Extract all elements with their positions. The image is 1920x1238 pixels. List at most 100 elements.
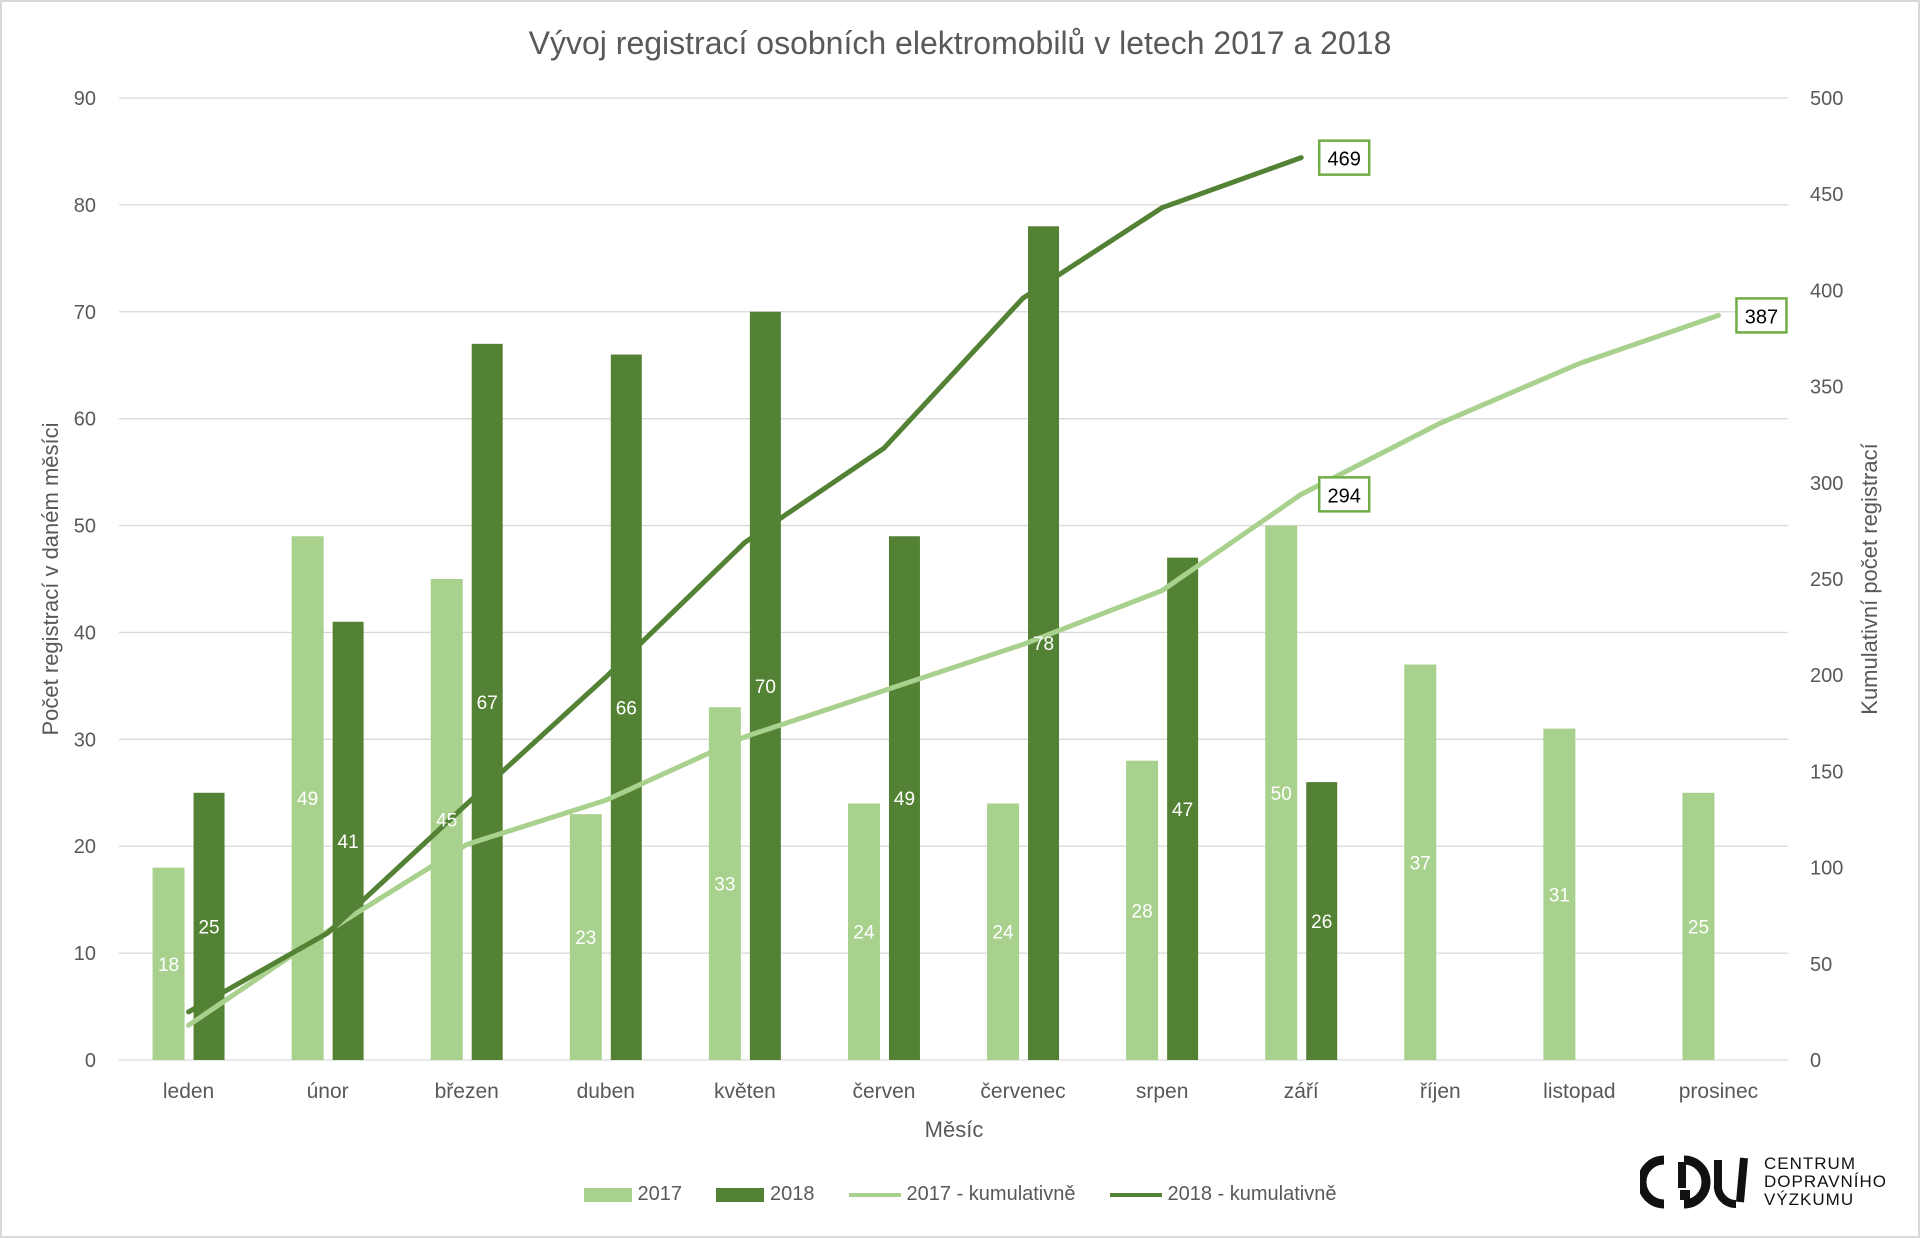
y-tick-label: 70	[74, 302, 96, 324]
bar-data-label: 26	[1311, 912, 1332, 933]
line-2018 - kumulativně	[186, 155, 1304, 1015]
y-tick-label: 0	[85, 1050, 96, 1072]
bar-2018	[749, 311, 781, 1060]
bar-2017	[1404, 664, 1437, 1060]
bar-2017	[569, 814, 602, 1060]
bar-2018	[888, 536, 920, 1060]
bar-data-label: 24	[853, 923, 875, 944]
legend-label: 2017 - kumulativně	[906, 1183, 1076, 1205]
bar-data-label: 45	[436, 811, 457, 832]
y2-tick-label: 100	[1810, 858, 1843, 880]
bar-data-label: 33	[714, 875, 735, 896]
y2-axis-title: Kumulativní počet registrací	[1857, 443, 1882, 714]
bar-data-label: 49	[894, 789, 915, 810]
chart-title: Vývoj registrací osobních elektromobilů …	[529, 25, 1392, 61]
bar-data-label: 70	[755, 677, 776, 698]
legend-item-2017: 2017	[583, 1183, 683, 1206]
bar-data-label: 23	[575, 928, 596, 949]
y2-tick-label: 350	[1810, 377, 1843, 399]
legend-swatch-2017	[583, 1187, 632, 1202]
bar-2017	[708, 707, 741, 1060]
x-tick-label: červenec	[980, 1080, 1065, 1103]
x-tick-label: červen	[852, 1080, 915, 1103]
legend-label: 2018	[770, 1183, 815, 1205]
legend-item-2017-cumulative: 2017 - kumulativně	[848, 1183, 1076, 1206]
bar-data-label: 78	[1033, 634, 1054, 655]
line-2017 - kumulativně	[186, 312, 1721, 1028]
y2-tick-label: 300	[1810, 473, 1843, 495]
bar-data-label: 67	[477, 693, 498, 714]
x-tick-label: srpen	[1136, 1080, 1189, 1103]
y-tick-label: 80	[74, 195, 96, 217]
cdv-logo-mark	[1640, 1155, 1748, 1209]
bar-2018	[1306, 782, 1338, 1060]
bar-2018	[332, 621, 364, 1060]
bar-data-label: 28	[1132, 901, 1153, 922]
x-tick-label: září	[1284, 1080, 1319, 1103]
y2-tick-label: 500	[1810, 88, 1843, 110]
x-tick-label: leden	[163, 1080, 214, 1103]
y2-tick-label: 200	[1810, 665, 1843, 687]
y2-tick-label: 150	[1810, 761, 1843, 783]
annotation-label: 294	[1328, 485, 1361, 507]
y2-tick-label: 250	[1810, 569, 1843, 591]
bar-2017	[1265, 525, 1298, 1060]
bar-data-label: 41	[338, 832, 359, 853]
x-axis-title: Měsíc	[925, 1117, 984, 1142]
bar-2017	[291, 536, 324, 1060]
logo-line: VÝZKUMU	[1764, 1190, 1855, 1209]
annotation-box	[1735, 297, 1788, 334]
bar-2017	[152, 867, 185, 1060]
y-tick-label: 30	[74, 729, 96, 751]
y-tick-label: 50	[74, 516, 96, 538]
bar-2018	[471, 343, 503, 1060]
bar-data-label: 31	[1549, 885, 1570, 906]
x-tick-label: listopad	[1543, 1080, 1615, 1103]
y2-tick-label: 0	[1810, 1050, 1821, 1072]
bar-2017	[847, 803, 880, 1060]
bar-data-label: 49	[297, 789, 318, 810]
annotation-label: 469	[1328, 149, 1361, 171]
y2-tick-label: 400	[1810, 280, 1843, 302]
cdv-logo-text: CENTRUM DOPRAVNÍHO VÝZKUMU	[1764, 1155, 1887, 1209]
y-tick-label: 10	[74, 943, 96, 965]
legend-swatch-2018	[716, 1187, 765, 1202]
x-tick-label: květen	[714, 1080, 776, 1103]
bar-data-label: 25	[198, 917, 219, 938]
x-tick-label: prosinec	[1679, 1080, 1758, 1103]
x-tick-label: březen	[435, 1080, 499, 1103]
logo-line: CENTRUM	[1764, 1154, 1856, 1173]
x-tick-label: říjen	[1420, 1080, 1461, 1103]
bar-data-label: 47	[1172, 800, 1193, 821]
legend-swatch-2017-cumulative	[848, 1192, 901, 1197]
bar-2017	[987, 803, 1020, 1060]
y-tick-label: 60	[74, 409, 96, 431]
x-tick-label: duben	[577, 1080, 635, 1103]
bar-2017	[1126, 760, 1159, 1060]
legend-label: 2017	[637, 1183, 683, 1205]
bar-data-label: 50	[1271, 784, 1292, 805]
bar-data-label: 24	[992, 923, 1014, 944]
annotation-box	[1317, 476, 1371, 513]
logo-line: DOPRAVNÍHO	[1764, 1172, 1888, 1191]
bar-2018	[610, 354, 642, 1060]
bar-data-label: 25	[1688, 917, 1709, 938]
y-tick-label: 90	[74, 88, 96, 110]
legend-swatch-2018-cumulative	[1109, 1192, 1162, 1197]
legend-item-2018-cumulative: 2018 - kumulativně	[1109, 1183, 1337, 1206]
bar-data-label: 66	[616, 698, 637, 719]
cdv-logo: CENTRUM DOPRAVNÍHO VÝZKUMU	[1640, 1154, 1887, 1210]
y-tick-label: 20	[74, 836, 96, 858]
annotation-box	[1317, 139, 1371, 176]
bar-2017	[1543, 728, 1576, 1060]
legend: 2017 2018 2017 - kumulativně 2018 - kumu…	[0, 1183, 1920, 1206]
bar-2017	[1682, 792, 1715, 1060]
legend-label: 2018 - kumulativně	[1167, 1183, 1337, 1205]
bar-2018	[1167, 557, 1199, 1060]
legend-item-2018: 2018	[716, 1183, 815, 1206]
x-tick-label: únor	[307, 1080, 349, 1103]
y-axis-title: Počet registrací v daném měsíci	[38, 422, 63, 735]
bar-data-label: 18	[158, 955, 179, 976]
